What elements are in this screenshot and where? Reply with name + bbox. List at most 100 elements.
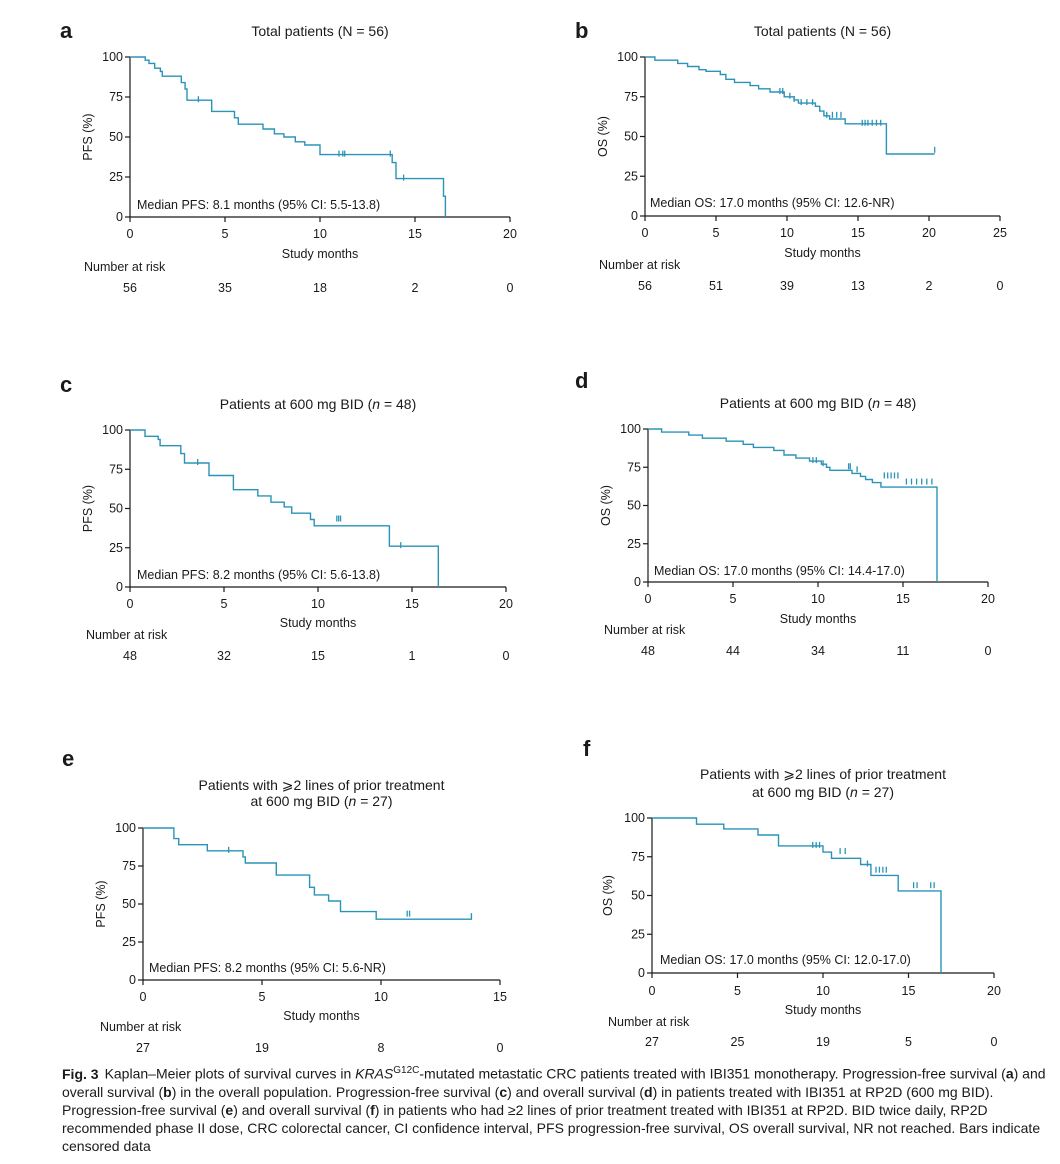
y-tick-label: 25 [631,927,645,941]
median-annotation: Median PFS: 8.2 months (95% CI: 5.6-NR) [149,961,386,975]
km-curve [143,827,473,920]
risk-count: 27 [136,1041,150,1055]
risk-count: 0 [997,279,1004,293]
y-tick-label: 100 [102,423,123,437]
y-tick-label: 75 [627,460,641,474]
risk-table-label: Number at risk [604,623,686,637]
y-tick-label: 50 [631,889,645,903]
x-tick-label: 20 [987,984,1001,998]
risk-count: 32 [217,649,231,663]
x-tick-label: 0 [127,227,134,241]
km-panel-e: e Patients with ⩾2 lines of prior treatme… [62,746,507,1055]
y-tick-label: 0 [116,580,123,594]
x-tick-label: 25 [993,226,1007,240]
y-tick-label: 100 [620,422,641,436]
median-annotation: Median OS: 17.0 months (95% CI: 12.0-17.… [660,953,911,967]
y-tick-label: 100 [617,50,638,64]
risk-table-label: Number at risk [100,1020,182,1034]
y-tick-label: 100 [624,811,645,825]
risk-count: 1 [409,649,416,663]
x-axis-label: Study months [282,247,358,261]
y-tick-label: 25 [624,169,638,183]
y-tick-label: 75 [631,850,645,864]
x-tick-label: 5 [221,597,228,611]
risk-count: 25 [731,1035,745,1049]
risk-table-label: Number at risk [608,1015,690,1029]
risk-table-label: Number at risk [599,258,681,272]
risk-count: 48 [641,644,655,658]
y-tick-label: 100 [102,50,123,64]
x-tick-label: 0 [649,984,656,998]
panel-letter: f [583,736,591,761]
x-tick-label: 5 [259,990,266,1004]
risk-count: 2 [412,281,419,295]
x-tick-label: 15 [493,990,507,1004]
y-tick-label: 50 [109,502,123,516]
x-tick-label: 15 [896,592,910,606]
y-tick-label: 0 [631,209,638,223]
figure-caption: Fig. 3 Kaplan–Meier plots of survival cur… [62,1065,1046,1154]
panel-letter: b [575,18,588,43]
risk-table-label: Number at risk [84,260,166,274]
y-tick-label: 100 [115,821,136,835]
x-axis-label: Study months [785,1003,861,1017]
km-curve [130,429,439,587]
risk-count: 48 [123,649,137,663]
median-annotation: Median PFS: 8.2 months (95% CI: 5.6-13.8… [137,568,380,582]
median-annotation: Median PFS: 8.1 months (95% CI: 5.5-13.8… [137,198,380,212]
risk-count: 27 [645,1035,659,1049]
km-panel-a: a Total patients (N = 56) 0 25 50 75 100 0 5 10 15… [60,18,517,295]
risk-count: 19 [255,1041,269,1055]
panel-title: at 600 mg BID (n = 27) [250,793,392,809]
y-tick-label: 75 [109,462,123,476]
caption-figure-label: Fig. 3 [62,1065,99,1082]
x-tick-label: 10 [811,592,825,606]
y-tick-label: 75 [624,90,638,104]
panel-letter: e [62,746,74,771]
risk-count: 51 [709,279,723,293]
risk-count: 19 [816,1035,830,1049]
y-axis-label: PFS (%) [81,485,95,532]
y-axis-label: OS (%) [596,116,610,157]
y-axis-label: PFS (%) [81,113,95,160]
y-tick-label: 0 [638,966,645,980]
y-tick-label: 0 [116,210,123,224]
risk-count: 13 [851,279,865,293]
x-tick-label: 20 [922,226,936,240]
x-tick-label: 0 [642,226,649,240]
y-axis-label: PFS (%) [94,880,108,927]
risk-count: 0 [503,649,510,663]
km-curve [652,817,942,973]
x-tick-label: 15 [851,226,865,240]
y-tick-label: 75 [122,859,136,873]
risk-count: 5 [905,1035,912,1049]
x-tick-label: 15 [902,984,916,998]
y-tick-label: 25 [627,537,641,551]
median-annotation: Median OS: 17.0 months (95% CI: 12.6-NR) [650,196,895,210]
risk-count: 15 [311,649,325,663]
panel-title: Patients at 600 mg BID (n = 48) [220,396,417,412]
x-tick-label: 10 [816,984,830,998]
y-tick-label: 50 [624,130,638,144]
y-tick-label: 0 [129,973,136,987]
km-curve [648,428,938,582]
x-tick-label: 0 [140,990,147,1004]
x-tick-label: 15 [405,597,419,611]
x-tick-label: 0 [645,592,652,606]
x-axis-label: Study months [280,616,356,630]
risk-count: 2 [926,279,933,293]
x-axis-label: Study months [780,612,856,626]
risk-count: 0 [507,281,514,295]
x-axis-label: Study months [784,246,860,260]
panel-title: Total patients (N = 56) [251,23,388,39]
km-curve [645,56,935,155]
x-tick-label: 10 [313,227,327,241]
panel-letter: a [60,18,73,43]
y-tick-label: 25 [122,935,136,949]
panel-letter: c [60,372,72,397]
risk-count: 18 [313,281,327,295]
risk-count: 39 [780,279,794,293]
